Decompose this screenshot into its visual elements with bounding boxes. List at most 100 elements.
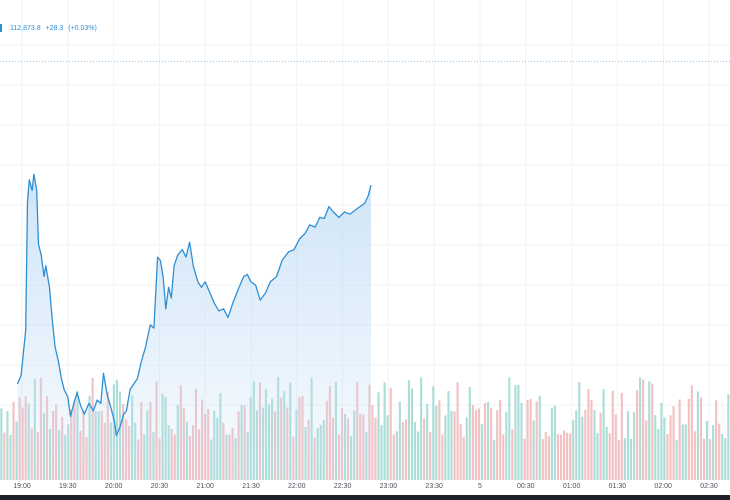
volume-bar <box>496 410 499 480</box>
volume-bar <box>553 405 557 480</box>
volume-bar <box>724 438 727 480</box>
volume-bar <box>486 401 490 480</box>
legend-price: 112,873.8 <box>10 24 41 32</box>
volume-bar <box>410 388 414 480</box>
volume-bar <box>563 430 566 480</box>
volume-bar <box>380 425 383 480</box>
price-area <box>17 174 372 480</box>
volume-bar <box>386 415 389 480</box>
volume-bar <box>639 377 642 480</box>
volume-bar <box>541 439 544 480</box>
volume-bar <box>374 417 377 480</box>
volume-bar <box>477 408 480 480</box>
volume-bar <box>0 408 3 480</box>
volume-bar <box>520 402 523 480</box>
volume-bar <box>383 382 386 480</box>
volume-bar <box>389 387 392 480</box>
volume-bar <box>663 417 666 480</box>
volume-bar <box>538 395 541 480</box>
volume-bar <box>690 385 693 480</box>
x-tick-label: 00:30 <box>517 483 535 490</box>
volume-bar <box>593 410 596 480</box>
volume-bar <box>395 431 398 480</box>
volume-bar <box>535 401 538 480</box>
volume-bar <box>471 404 474 480</box>
x-tick-label: 19:00 <box>13 483 31 490</box>
legend-change: +28.3 <box>45 24 64 32</box>
volume-bar <box>666 434 669 480</box>
volume-bar <box>675 439 678 480</box>
volume-bar <box>544 432 547 480</box>
volume-bar <box>651 383 654 480</box>
x-tick-label: 02:00 <box>654 483 672 490</box>
price-line <box>16 173 372 437</box>
volume-bar <box>392 434 395 480</box>
volume-bar <box>450 410 453 480</box>
volume-bar <box>453 411 456 480</box>
volume-bar <box>9 434 12 480</box>
volume-bar <box>727 394 730 480</box>
volume-bar <box>645 420 648 480</box>
volume-bar <box>15 421 18 480</box>
volume-bar <box>490 408 493 480</box>
volume-bar <box>420 377 423 480</box>
legend-marker <box>0 24 2 32</box>
volume-bar <box>569 433 572 480</box>
volume-bar <box>626 411 630 480</box>
volume-bar <box>12 401 15 480</box>
volume-bar <box>517 384 520 480</box>
volume-bar <box>526 399 529 480</box>
x-tick-label: 01:30 <box>609 483 627 490</box>
volume-bar <box>712 425 715 480</box>
volume-bar <box>611 390 614 480</box>
volume-bar <box>508 377 511 480</box>
volume-bar <box>614 414 617 480</box>
volume-bar <box>505 411 508 480</box>
volume-bar <box>702 438 706 480</box>
volume-bar <box>657 428 660 480</box>
volume-bar <box>404 419 407 480</box>
bottom-bar <box>0 495 730 500</box>
volume-bar <box>529 399 532 480</box>
volume-bar <box>456 382 459 480</box>
x-tick-label: 23:00 <box>380 483 398 490</box>
volume-bar <box>417 431 420 480</box>
volume-bar <box>654 415 657 480</box>
x-tick-label: 22:30 <box>334 483 352 490</box>
volume-bar <box>590 400 593 480</box>
volume-bar <box>617 439 620 480</box>
x-tick-label: 22:00 <box>288 483 306 490</box>
legend-change-percent: (+0.03%) <box>68 24 97 32</box>
volume-bar <box>438 400 441 480</box>
volume-bar <box>459 423 462 480</box>
volume-bar <box>587 389 590 480</box>
volume-bar <box>502 434 505 480</box>
volume-bar <box>602 389 605 480</box>
volume-bar <box>429 431 432 480</box>
volume-bar <box>620 392 623 480</box>
volume-bar <box>678 399 681 480</box>
volume-bar <box>596 433 599 480</box>
volume-bar <box>371 405 374 480</box>
volume-bar <box>572 419 575 480</box>
volume-bar <box>709 439 712 480</box>
volume-bar <box>581 416 584 480</box>
volume-bar <box>687 398 690 480</box>
x-tick-label: 19:30 <box>59 483 77 490</box>
volume-bar <box>550 407 553 480</box>
volume-bar <box>605 426 608 480</box>
volume-bar <box>672 406 675 480</box>
volume-bar <box>669 415 672 480</box>
volume-bar <box>660 402 663 480</box>
volume-bar <box>715 400 718 480</box>
volume-bar <box>6 411 9 480</box>
volume-bar <box>444 415 447 480</box>
volume-bar <box>474 409 477 480</box>
volume-bar <box>532 420 535 480</box>
volume-bar <box>462 436 465 480</box>
volume-bar <box>441 434 444 480</box>
volume-bar <box>435 405 438 480</box>
volume-bar <box>608 433 611 480</box>
volume-bar <box>423 418 426 480</box>
